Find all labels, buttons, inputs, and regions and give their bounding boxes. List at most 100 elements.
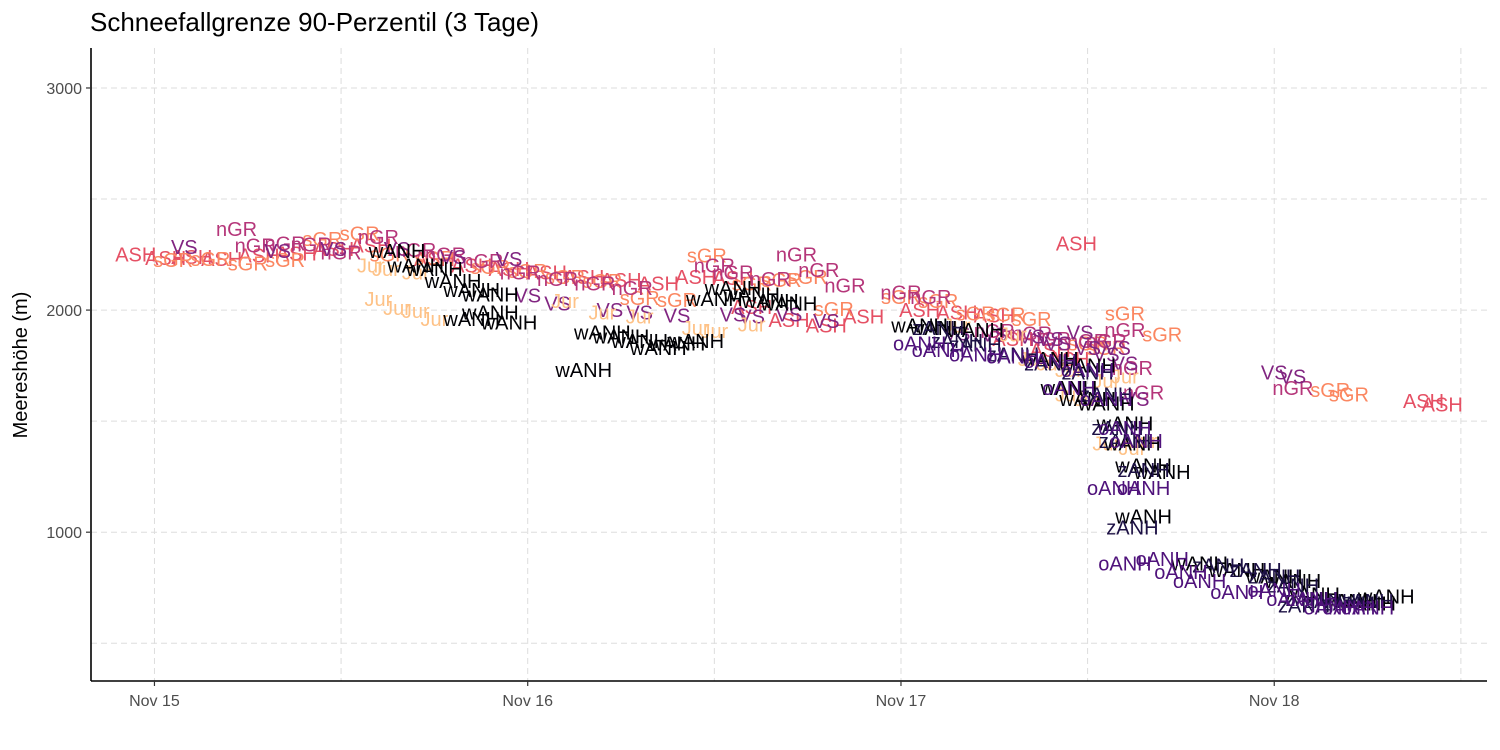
point-label: ASH	[276, 243, 317, 265]
point-label: oANH	[1109, 431, 1162, 453]
series-ash: ASHASHASHASHASHASHASHASHASHASHASHASHASHA…	[115, 233, 1463, 416]
point-label: sGR	[1068, 333, 1108, 355]
point-label: oANH	[1087, 478, 1140, 500]
point-label: wANH	[1208, 560, 1266, 582]
point-label: nGR	[1123, 382, 1164, 404]
point-label: oANH	[986, 347, 1039, 369]
point-label: zANH	[1099, 431, 1151, 453]
point-label: Jur	[588, 302, 616, 324]
point-label: nGR	[291, 235, 332, 257]
point-label: wANH	[386, 256, 444, 278]
point-label: ASH	[675, 267, 716, 289]
point-label: wANH	[461, 285, 519, 307]
point-label: zANH	[1192, 556, 1244, 578]
point-label: nGR	[1272, 378, 1313, 400]
point-label: ASH	[992, 329, 1033, 351]
point-label: ASH	[936, 302, 977, 324]
point-label: nGR	[1112, 358, 1153, 380]
point-label: wANH	[909, 318, 967, 340]
point-label: nGR	[824, 276, 865, 298]
point-label: wANH	[1077, 393, 1135, 415]
point-label: nGR	[395, 240, 436, 262]
point-label: sGR	[228, 253, 268, 275]
point-label: Jur	[1111, 367, 1139, 389]
point-label: zANH	[1117, 460, 1169, 482]
point-label: sGR	[370, 245, 410, 267]
point-label: zANH	[950, 335, 1002, 357]
series-oanh: oANHoANHoANHoANHoANHoANHoANHoANHoANHoANH…	[893, 333, 1394, 619]
point-label: ASH	[313, 239, 354, 261]
data-points: ASHASHASHASHASHASHASHASHASHASHASHASHASHA…	[115, 219, 1463, 620]
point-label: ASH	[350, 236, 391, 258]
point-label: nGR	[462, 251, 503, 273]
point-label: zANH	[1248, 567, 1300, 589]
point-label: wANH	[573, 322, 631, 344]
point-label: VS	[264, 241, 291, 263]
point-label: wANH	[424, 271, 482, 293]
point-label: ASH	[414, 249, 455, 271]
point-label: ASH	[899, 300, 940, 322]
point-label: zANH	[1285, 589, 1337, 611]
point-label: VS	[320, 239, 347, 261]
point-label: sGR	[956, 303, 996, 325]
point-label: wANH	[610, 331, 668, 353]
point-label: Jur	[372, 259, 400, 281]
point-label: Jur	[626, 307, 654, 329]
point-label: zANH	[1106, 518, 1158, 540]
point-label: wANH	[1357, 587, 1415, 609]
point-label: VS	[1067, 322, 1094, 344]
point-label: VS	[626, 302, 653, 324]
point-label: Jur	[1119, 438, 1147, 460]
series-zanh: zANHzANHzANHzANHzANHzANHzANHzANHzANHzANH…	[912, 318, 1393, 618]
point-label: zANH	[1267, 575, 1319, 597]
point-label: nGR	[425, 245, 466, 267]
point-label: nGR	[216, 219, 257, 241]
point-label: Jur	[682, 318, 710, 340]
point-label: Jur	[738, 315, 766, 337]
point-label: ASH	[238, 246, 279, 268]
point-label: ASH	[115, 245, 156, 267]
point-label: oANH	[1042, 378, 1095, 400]
point-label: zANH	[1278, 595, 1330, 617]
point-label: sGR	[190, 249, 230, 271]
point-label: ASH	[600, 270, 641, 292]
y-tick-label: 3000	[46, 81, 82, 98]
point-label: oANH	[1248, 580, 1301, 602]
point-label: wANH	[1170, 553, 1228, 575]
point-label: nGR	[1030, 329, 1071, 351]
point-label: VS	[720, 305, 747, 327]
point-label: Jur	[1055, 384, 1083, 406]
point-label: ASH	[1048, 349, 1089, 371]
point-label: sGR	[657, 290, 697, 312]
point-label: sGR	[582, 271, 622, 293]
point-label: oANH	[893, 333, 946, 355]
point-label: oANH	[1154, 562, 1207, 584]
point-label: wANH	[480, 312, 538, 334]
point-label: Jur	[1055, 360, 1083, 382]
point-label: VS	[1123, 389, 1150, 411]
point-label: oANH	[949, 345, 1002, 367]
point-label: VS	[1280, 367, 1307, 389]
point-label: wANH	[1245, 567, 1303, 589]
point-label: VS	[440, 247, 467, 269]
point-label: wANH	[946, 320, 1004, 342]
axes: 1000 2000 3000 Nov 15 Nov 16 Nov 17 Nov 18	[46, 48, 1487, 710]
point-label: Jur	[383, 298, 411, 320]
x-tick-label: Nov 16	[502, 693, 553, 710]
point-label: wANH	[685, 289, 743, 311]
point-label: Jur	[1074, 389, 1102, 411]
point-label: nGR	[1086, 331, 1127, 353]
point-label: sGR	[788, 267, 828, 289]
point-label: nGR	[235, 236, 276, 258]
point-label: sGR	[414, 248, 454, 270]
point-label: ASH	[843, 307, 884, 329]
point-label: VS	[1261, 362, 1288, 384]
point-label: zANH	[1304, 591, 1356, 613]
point-label: Jur	[1130, 431, 1158, 453]
point-label: VS	[596, 300, 623, 322]
point-label: wANH	[890, 316, 948, 338]
point-label: VS	[544, 293, 571, 315]
point-label: oANH	[1210, 582, 1263, 604]
point-label: VS	[384, 239, 411, 261]
